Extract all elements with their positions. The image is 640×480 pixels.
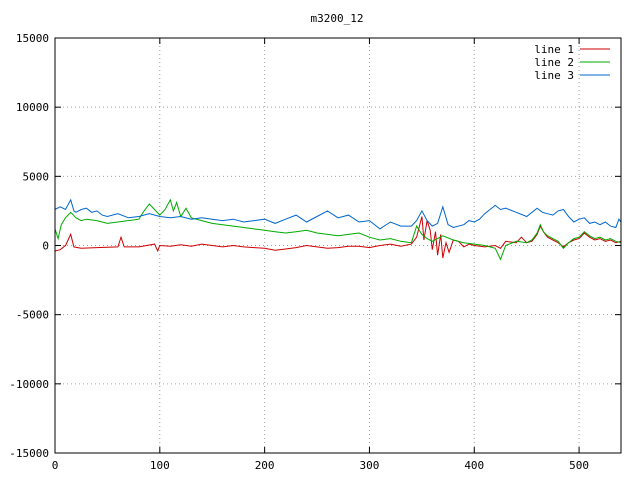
legend-label-3: line 3 [534,69,574,82]
legend-label-2: line 2 [534,56,574,69]
x-tick-label: 300 [360,459,380,472]
grid-lines [55,38,621,453]
x-tick-label: 100 [150,459,170,472]
y-tick-label: -5000 [16,309,49,322]
chart-title: m3200_12 [311,12,364,25]
y-tick-label: 0 [42,240,49,253]
y-tick-label: 15000 [16,32,49,45]
y-tick-label: 10000 [16,101,49,114]
legend-label-1: line 1 [534,43,574,56]
series-line-2 [54,198,622,261]
y-tick-label: -15000 [9,447,49,460]
x-tick-label: 200 [255,459,275,472]
x-tick-label: 500 [569,459,589,472]
y-tick-label: -10000 [9,378,49,391]
series-line-3 [54,198,622,230]
x-tick-label: 0 [52,459,59,472]
x-tick-label: 400 [464,459,484,472]
series-layer [54,198,622,261]
series-line-1 [54,216,622,259]
y-tick-label: 5000 [23,170,50,183]
tick-layer: 0 100 200 300 400 500 -15000 -10000 -5000 0 5000 10… [9,32,621,472]
